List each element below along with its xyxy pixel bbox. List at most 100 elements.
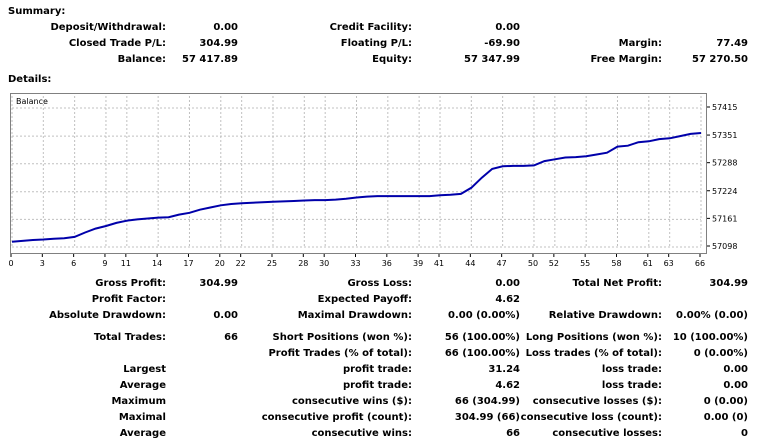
x-tick-label: 25 — [267, 259, 277, 268]
stats-value-r3-c2: 0.00 (0.00%) — [448, 310, 520, 321]
stats-label-r4-c1: Total Trades: — [93, 332, 166, 343]
free-margin-label: Free Margin: — [590, 54, 662, 65]
stats-label-r8-c3: consecutive losses ($): — [532, 396, 662, 407]
y-tick-label: 57415 — [712, 103, 737, 112]
margin-value: 77.49 — [716, 38, 748, 49]
stats-label-r10-c3: consecutive losses: — [552, 428, 662, 439]
stats-value-r4-c2: 56 (100.00%) — [444, 332, 520, 343]
x-tick-label: 11 — [121, 259, 131, 268]
y-tick-label: 57224 — [712, 187, 737, 196]
y-tick-label: 57351 — [712, 131, 737, 140]
stats-label-r6-c2: profit trade: — [342, 364, 412, 375]
stats-label-r2-c2: Expected Payoff: — [317, 294, 412, 305]
x-tick-label: 50 — [528, 259, 538, 268]
x-tick-label: 6 — [71, 259, 76, 268]
y-tick-label: 57098 — [712, 242, 737, 251]
stats-label-r6-c1: Largest — [123, 364, 166, 375]
x-tick-label: 39 — [413, 259, 423, 268]
stats-value-r1-c3: 304.99 — [709, 278, 748, 289]
balance-series-line — [11, 132, 702, 243]
x-tick-label: 22 — [236, 259, 246, 268]
stats-value-r10-c2: 66 — [506, 428, 520, 439]
stats-value-r2-c2: 4.62 — [495, 294, 520, 305]
stats-value-r1-c1: 304.99 — [199, 278, 238, 289]
y-tick-label: 57288 — [712, 159, 737, 168]
stats-value-r9-c2: 304.99 (66) — [454, 412, 520, 423]
stats-label-r4-c2: Short Positions (won %): — [272, 332, 412, 343]
stats-value-r8-c2: 66 (304.99) — [454, 396, 520, 407]
stats-value-r3-c3: 0.00% (0.00) — [676, 310, 748, 321]
stats-value-r7-c2: 4.62 — [495, 380, 520, 391]
balance-chart-svg: Balance — [11, 96, 702, 248]
stats-label-r10-c2: consecutive wins: — [311, 428, 412, 439]
stats-label-r8-c2: consecutive wins ($): — [291, 396, 412, 407]
stats-label-r7-c1: Average — [119, 380, 166, 391]
stats-value-r4-c3: 10 (100.00%) — [672, 332, 748, 343]
x-tick-label: 14 — [152, 259, 162, 268]
stats-label-r9-c2: consecutive profit (count): — [261, 412, 412, 423]
stats-value-r4-c1: 66 — [224, 332, 238, 343]
stats-value-r3-c1: 0.00 — [213, 310, 238, 321]
stats-value-r6-c3: 0.00 — [723, 364, 748, 375]
chart-legend-label: Balance — [16, 97, 48, 106]
stats-label-r2-c1: Profit Factor: — [91, 294, 166, 305]
stats-label-r6-c3: loss trade: — [601, 364, 662, 375]
x-tick-label: 52 — [549, 259, 559, 268]
x-tick-label: 61 — [643, 259, 653, 268]
deposit-withdrawal-value: 0.00 — [213, 22, 238, 33]
stats-label-r8-c1: Maximum — [111, 396, 166, 407]
stats-value-r5-c2: 66 (100.00%) — [444, 348, 520, 359]
stats-label-r7-c2: profit trade: — [342, 380, 412, 391]
stats-label-r1-c1: Gross Profit: — [95, 278, 166, 289]
x-tick-label: 17 — [183, 259, 193, 268]
x-tick-label: 33 — [350, 259, 360, 268]
stats-value-r8-c3: 0 (0.00) — [703, 396, 748, 407]
x-tick-label: 3 — [40, 259, 45, 268]
stats-value-r5-c3: 0 (0.00%) — [693, 348, 748, 359]
x-tick-label: 44 — [465, 259, 475, 268]
x-tick-label: 28 — [298, 259, 308, 268]
x-tick-label: 0 — [8, 259, 13, 268]
margin-label: Margin: — [618, 38, 662, 49]
stats-label-r5-c3: Loss trades (% of total): — [525, 348, 662, 359]
details-title: Details: — [8, 74, 52, 85]
stats-label-r1-c3: Total Net Profit: — [572, 278, 662, 289]
stats-label-r3-c2: Maximal Drawdown: — [297, 310, 412, 321]
x-tick-label: 20 — [215, 259, 225, 268]
balance-value: 57 417.89 — [182, 54, 238, 65]
x-tick-label: 55 — [580, 259, 590, 268]
balance-label: Balance: — [117, 54, 166, 65]
y-tick-label: 57161 — [712, 214, 737, 223]
x-tick-label: 58 — [611, 259, 621, 268]
stats-label-r4-c3: Long Positions (won %): — [525, 332, 662, 343]
floating-pl-label: Floating P/L: — [340, 38, 412, 49]
x-tick-label: 47 — [497, 259, 507, 268]
x-tick-label: 66 — [695, 259, 705, 268]
closed-trade-pl-value: 304.99 — [199, 38, 238, 49]
x-tick-label: 41 — [434, 259, 444, 268]
stats-label-r9-c3: consecutive loss (count): — [520, 412, 662, 423]
balance-chart: Balance — [10, 93, 707, 254]
stats-label-r1-c2: Gross Loss: — [347, 278, 412, 289]
deposit-withdrawal-label: Deposit/Withdrawal: — [50, 22, 166, 33]
closed-trade-pl-label: Closed Trade P/L: — [68, 38, 166, 49]
stats-label-r3-c1: Absolute Drawdown: — [49, 310, 166, 321]
stats-value-r10-c3: 0 — [741, 428, 748, 439]
credit-facility-value: 0.00 — [495, 22, 520, 33]
free-margin-value: 57 270.50 — [692, 54, 748, 65]
credit-facility-label: Credit Facility: — [329, 22, 412, 33]
stats-value-r9-c3: 0.00 (0) — [703, 412, 748, 423]
x-tick-label: 36 — [382, 259, 392, 268]
equity-value: 57 347.99 — [464, 54, 520, 65]
stats-label-r5-c2: Profit Trades (% of total): — [268, 348, 412, 359]
x-tick-label: 9 — [102, 259, 107, 268]
x-tick-label: 63 — [664, 259, 674, 268]
stats-label-r3-c3: Relative Drawdown: — [548, 310, 662, 321]
x-tick-label: 30 — [319, 259, 329, 268]
floating-pl-value: -69.90 — [484, 38, 520, 49]
stats-value-r1-c2: 0.00 — [495, 278, 520, 289]
stats-value-r6-c2: 31.24 — [488, 364, 520, 375]
equity-label: Equity: — [372, 54, 412, 65]
stats-label-r10-c1: Average — [119, 428, 166, 439]
